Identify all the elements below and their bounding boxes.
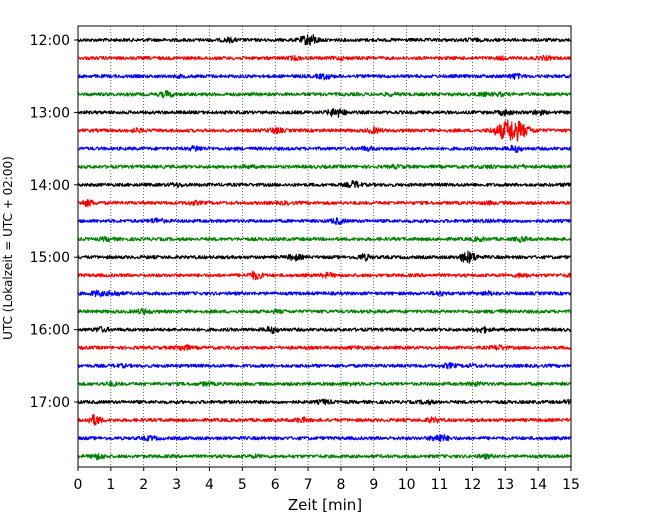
trace-line [77, 453, 572, 461]
x-tick-label: 7 [304, 477, 313, 493]
trace-line [77, 380, 572, 388]
trace-line [77, 270, 572, 281]
y-tick-label: 14:00 [30, 178, 70, 194]
x-tick-label: 15 [562, 477, 580, 493]
x-tick-label: 1 [106, 477, 115, 493]
trace-line [77, 90, 572, 99]
trace-line [77, 250, 572, 264]
trace-series [77, 34, 572, 461]
x-tick-label: 5 [238, 477, 247, 493]
trace-line [77, 362, 572, 370]
trace-line [77, 119, 572, 142]
x-tick-label: 11 [431, 477, 449, 493]
x-tick-label: 12 [463, 477, 481, 493]
trace-line [77, 434, 572, 442]
trace-line [77, 307, 572, 316]
x-tick-label: 10 [398, 477, 416, 493]
trace-line [77, 344, 572, 352]
trace-line [77, 144, 572, 153]
x-tick-label: 9 [369, 477, 378, 493]
y-tick-label: 16:00 [30, 323, 70, 339]
x-tick-label: 3 [172, 477, 181, 493]
trace-line [77, 217, 572, 226]
y-axis-title: UTC (Lokalzeit = UTC + 02:00) [1, 156, 15, 340]
trace-line [77, 108, 572, 118]
x-tick-label: 14 [529, 477, 547, 493]
y-axis: 12:00 13:00 14:00 15:00 16:00 17:00 [30, 33, 78, 411]
trace-line [77, 325, 572, 335]
y-tick-label: 17:00 [30, 395, 70, 411]
x-axis-title: Zeit [min] [288, 496, 362, 514]
trace-line [77, 72, 572, 81]
x-tick-label: 4 [205, 477, 214, 493]
trace-line [77, 398, 572, 406]
trace-line [77, 199, 572, 208]
trace-line [77, 34, 572, 46]
x-tick-label: 8 [336, 477, 345, 493]
x-tick-label: 2 [139, 477, 148, 493]
y-tick-label: 15:00 [30, 250, 70, 266]
x-tick-label: 0 [74, 477, 83, 493]
trace-line [77, 413, 572, 426]
x-tick-label: 13 [496, 477, 514, 493]
trace-line [77, 235, 572, 243]
plot-frame [77, 25, 572, 468]
x-tick-label: 6 [271, 477, 280, 493]
x-axis: 0 1 2 3 4 5 6 7 8 9 10 11 12 13 14 15 [74, 467, 580, 493]
trace-line [77, 54, 572, 62]
trace-line [77, 163, 572, 170]
y-tick-label: 13:00 [30, 105, 70, 121]
trace-line [77, 289, 572, 298]
trace-line [77, 180, 572, 189]
y-tick-label: 12:00 [30, 33, 70, 49]
